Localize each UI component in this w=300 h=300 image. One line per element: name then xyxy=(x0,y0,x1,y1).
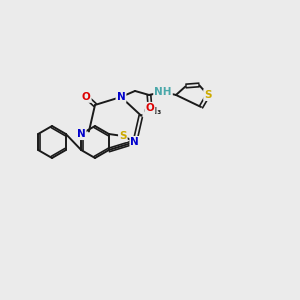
Text: N: N xyxy=(130,137,139,147)
Text: NH: NH xyxy=(154,87,172,97)
Text: O: O xyxy=(82,92,91,102)
Text: O: O xyxy=(146,103,154,113)
Text: S: S xyxy=(204,90,212,100)
Text: CH₃: CH₃ xyxy=(143,107,161,116)
Text: S: S xyxy=(119,131,127,141)
Text: N: N xyxy=(117,92,125,102)
Text: N: N xyxy=(77,129,85,139)
